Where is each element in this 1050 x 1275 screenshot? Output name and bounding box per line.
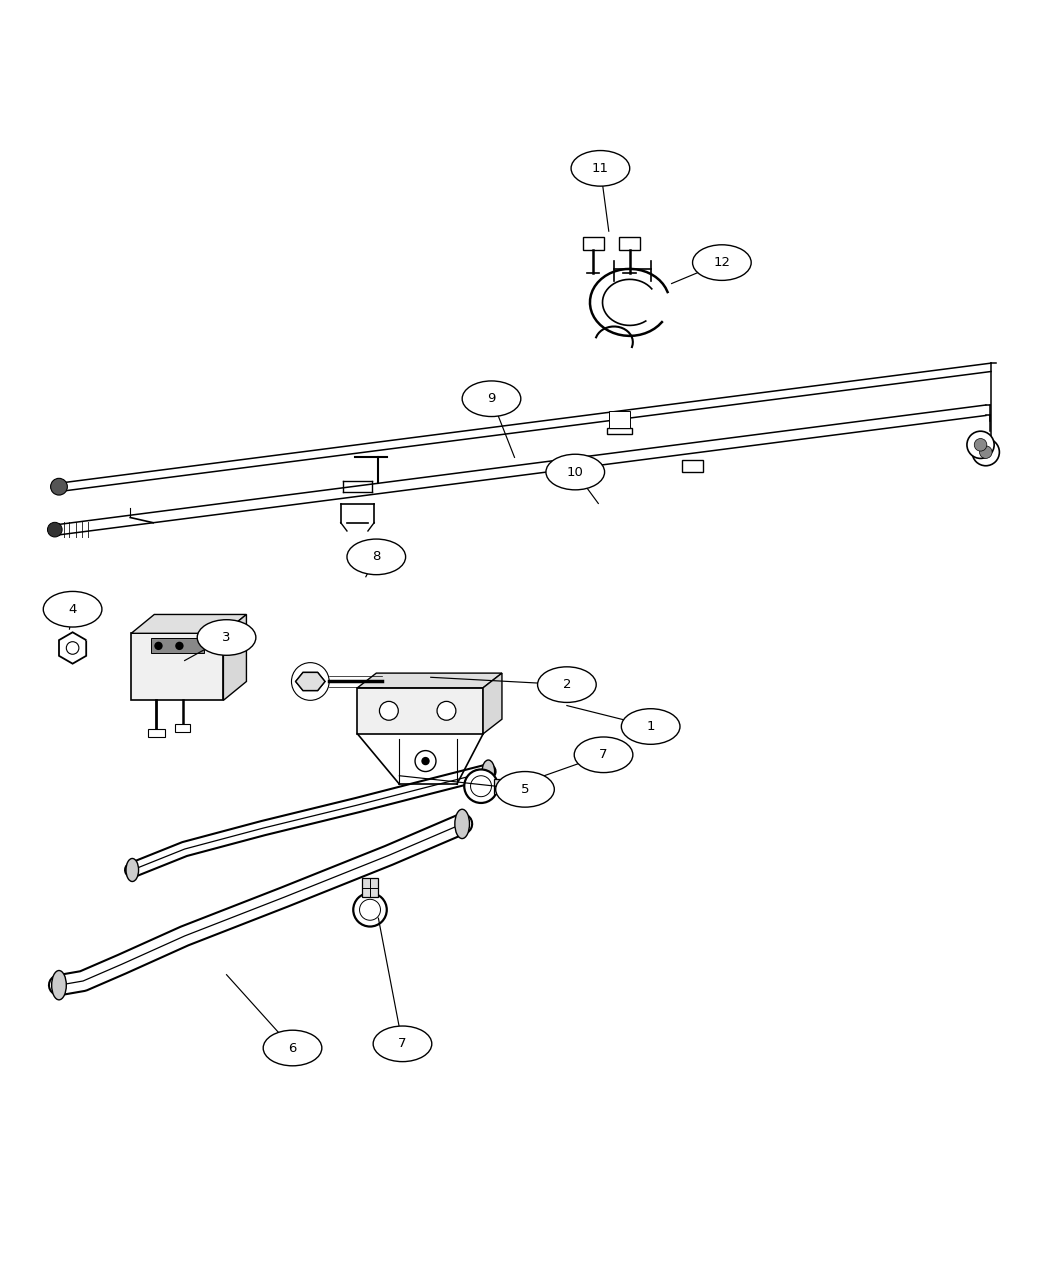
Circle shape [175,641,184,650]
Circle shape [379,701,398,720]
Circle shape [359,899,380,921]
Text: 10: 10 [567,465,584,478]
Ellipse shape [126,858,139,881]
Polygon shape [131,634,224,700]
Text: 6: 6 [289,1042,297,1054]
Ellipse shape [197,620,256,655]
Bar [151,638,204,653]
Circle shape [972,439,1000,465]
Polygon shape [357,687,483,734]
Ellipse shape [264,1030,322,1066]
Circle shape [437,701,456,720]
Circle shape [470,775,491,797]
Text: 2: 2 [563,678,571,691]
Ellipse shape [43,592,102,627]
Circle shape [66,641,79,654]
Text: 8: 8 [372,551,380,564]
Circle shape [353,892,386,927]
Ellipse shape [538,667,596,703]
Text: 7: 7 [600,748,608,761]
Bar [620,237,640,250]
Text: 9: 9 [487,393,496,405]
Circle shape [980,446,992,459]
Circle shape [421,757,429,765]
Bar [583,237,604,250]
Polygon shape [224,615,247,700]
Text: 4: 4 [68,603,77,616]
Ellipse shape [496,771,554,807]
Polygon shape [357,673,502,687]
Circle shape [292,663,329,700]
Circle shape [974,439,987,451]
Polygon shape [296,672,326,691]
Polygon shape [131,615,247,634]
Circle shape [967,431,994,459]
Ellipse shape [51,970,66,1000]
Bar [607,428,632,434]
Ellipse shape [346,539,405,575]
Text: 1: 1 [647,720,655,733]
Polygon shape [296,672,326,691]
Bar [609,411,630,428]
Circle shape [47,523,62,537]
Circle shape [154,641,163,650]
Circle shape [50,478,67,495]
Text: 3: 3 [223,631,231,644]
Ellipse shape [622,709,680,745]
Bar [361,878,378,898]
Ellipse shape [373,1026,432,1062]
Polygon shape [483,673,502,734]
Ellipse shape [462,381,521,417]
Circle shape [415,751,436,771]
Text: 7: 7 [398,1038,406,1051]
Ellipse shape [571,150,630,186]
Ellipse shape [455,810,469,839]
Text: 11: 11 [592,162,609,175]
Text: 12: 12 [713,256,731,269]
Bar [682,459,704,472]
Ellipse shape [574,737,633,773]
Bar [148,728,165,737]
Circle shape [464,769,498,803]
Ellipse shape [546,454,605,490]
Text: 5: 5 [521,783,529,796]
Ellipse shape [693,245,751,280]
Ellipse shape [482,760,495,783]
Polygon shape [59,632,86,664]
Bar [175,724,190,732]
Bar [494,779,512,793]
